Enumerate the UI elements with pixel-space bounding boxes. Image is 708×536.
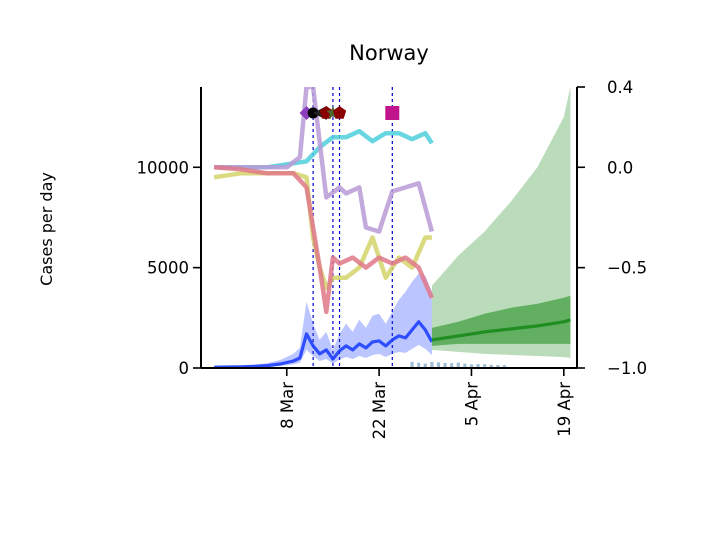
y-tick-label: 10000 xyxy=(137,158,190,177)
case-bar xyxy=(450,363,454,368)
effect-red-line xyxy=(214,165,434,315)
case-bar xyxy=(436,362,441,368)
forecast-band xyxy=(431,87,571,358)
intervention-marker xyxy=(332,106,347,119)
case-bar xyxy=(456,362,460,368)
intervention-marker xyxy=(385,106,400,120)
case-bar xyxy=(410,361,414,368)
x-tick-label: 8 Mar xyxy=(278,382,297,429)
effect-purple-line xyxy=(214,87,435,234)
x-tick-label: 19 Apr xyxy=(555,382,574,437)
case-bar xyxy=(483,364,487,368)
cases-fit-band xyxy=(214,273,432,368)
x-tick-label: 22 Mar xyxy=(370,382,389,440)
axes: 0 5000 10000 −1.0 −0.5 0.0 0.4 8 Mar 22 Mar 5 Apr… xyxy=(137,78,648,439)
case-bar xyxy=(430,361,434,368)
case-bar xyxy=(463,363,467,368)
x-tick-label: 5 Apr xyxy=(463,382,482,427)
case-bar xyxy=(489,364,493,368)
plot-layer xyxy=(213,87,571,368)
forecast-line xyxy=(431,318,571,342)
chart-title: Norway xyxy=(349,41,429,65)
cases-fit-line xyxy=(214,320,434,368)
case-bar xyxy=(469,364,474,368)
case-bar xyxy=(496,364,500,368)
case-bar xyxy=(502,365,507,368)
intervention-marker xyxy=(326,106,340,119)
plot-area xyxy=(213,87,571,368)
y-tick-label: 5000 xyxy=(147,259,189,278)
y-tick-label: 0 xyxy=(179,359,190,378)
y-axis-label: Cases per day xyxy=(37,172,56,286)
case-bar xyxy=(476,363,480,368)
case-bar xyxy=(423,363,427,368)
case-bar xyxy=(417,362,421,368)
case-bar xyxy=(443,362,447,368)
y2-tick-label: 0.4 xyxy=(607,78,633,97)
y2-tick-label: 0.0 xyxy=(607,158,633,177)
y2-tick-label: −0.5 xyxy=(607,259,647,278)
y2-tick-label: −1.0 xyxy=(607,359,647,378)
